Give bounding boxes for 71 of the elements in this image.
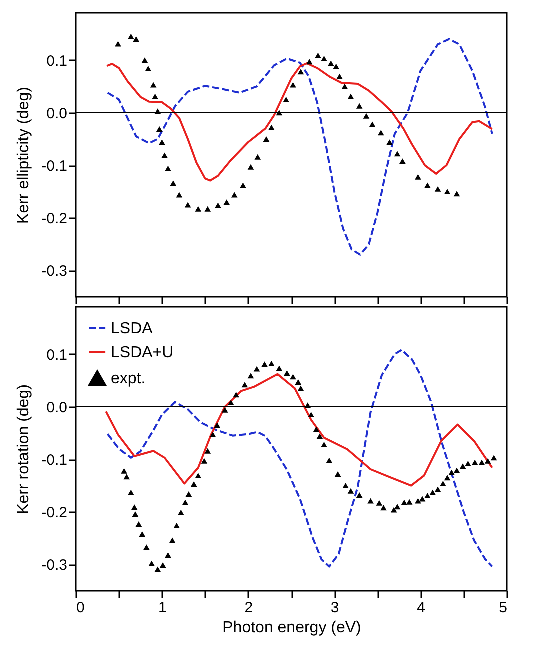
point [386,140,393,146]
point [434,186,442,192]
point [342,84,348,90]
point [115,41,122,47]
y-tick-label: 0.0 [46,105,68,122]
point [356,103,363,109]
point [142,58,148,64]
point [176,192,183,198]
point [400,158,406,164]
x-tick-label: 4 [417,600,426,616]
point [369,122,376,128]
line-series [105,373,494,487]
point [128,34,134,40]
y-axis-title: Kerr ellipticity (deg) [16,87,33,224]
point [263,136,270,142]
point [306,59,313,65]
point [298,69,304,75]
y-tick-label: -0.2 [42,210,68,228]
point [152,94,158,100]
y-tick-label: -0.1 [42,452,68,470]
y-tick-label: 0.1 [46,52,68,70]
y-tick-label: -0.3 [42,557,68,574]
y-axis-title: Kerr rotation (deg) [16,384,33,514]
x-tick-label: 3 [330,600,340,616]
point [159,140,166,146]
x-tick-label: 5 [499,600,508,616]
point [215,202,222,208]
point [454,191,460,197]
point [333,64,340,70]
point [170,180,177,186]
legend-label: LSDA [111,320,154,338]
point [363,113,370,119]
y-tick-label: -0.2 [42,504,68,522]
x-tick-label: 0 [76,600,85,616]
point [165,166,172,172]
x-axis-title: Photon energy (eV) [222,620,362,636]
point [315,52,322,58]
point [424,182,431,188]
point [184,202,192,208]
point [328,60,334,66]
legend-label: LSDA+U [111,344,174,362]
point [231,192,238,198]
point [133,36,140,42]
point [254,154,262,160]
y-tick-label: 0.1 [46,346,68,364]
line-series [106,38,494,256]
point [378,130,384,136]
point [145,66,152,72]
point [415,174,422,180]
legend-label: expt. [111,370,146,388]
y-tick-label: 0.0 [46,399,68,416]
point [248,164,254,170]
point [204,206,212,212]
point [150,82,157,88]
point [290,82,296,88]
point [394,151,401,157]
point [195,206,202,212]
point [240,182,246,188]
point [348,94,354,100]
point [321,56,328,62]
point [444,189,451,195]
point [268,124,275,130]
x-tick-label: 2 [244,600,254,616]
point [336,74,343,80]
point [162,152,168,158]
point [156,126,163,132]
y-tick-label: -0.1 [42,158,68,176]
x-tick-label: 1 [158,600,167,616]
point [283,97,290,103]
y-tick-label: -0.3 [42,263,68,280]
point [224,200,230,206]
